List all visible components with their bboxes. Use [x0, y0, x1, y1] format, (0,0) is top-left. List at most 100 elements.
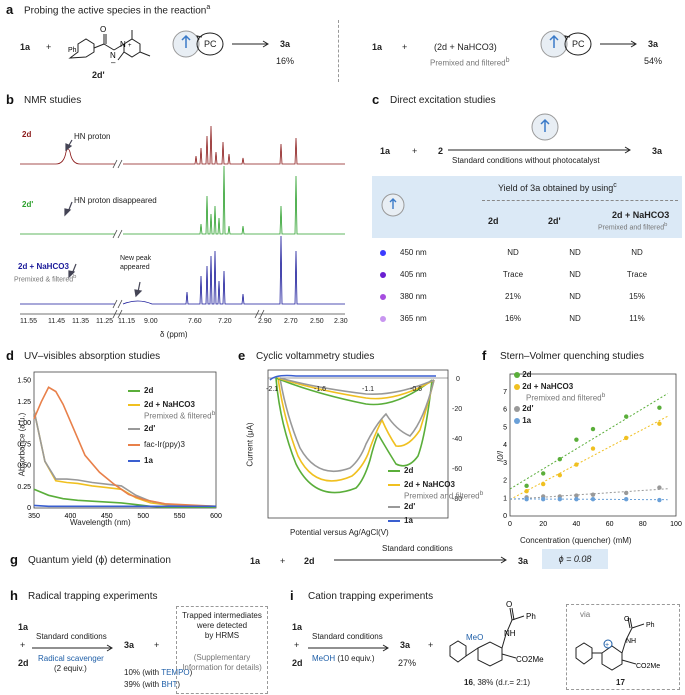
plus-sign-right: +	[402, 42, 408, 52]
panel-c-title: Direct excitation studies	[390, 95, 496, 106]
svg-text:Ph: Ph	[68, 47, 77, 54]
c-reagent-1a: 1a	[380, 146, 391, 156]
y-tick-label: 4	[503, 442, 507, 449]
data-point	[657, 405, 662, 410]
table-cell-yield: ND	[631, 248, 643, 257]
y-tick-label: 0	[503, 513, 507, 520]
data-point	[624, 435, 629, 441]
panel-h-label: h	[10, 588, 18, 603]
panel-b-label: b	[6, 92, 14, 107]
c-product: 3a	[652, 146, 663, 156]
h-yield1: 10% (with TEMPO)	[124, 668, 193, 677]
plus-sign: +	[46, 42, 52, 52]
i-plus: +	[294, 640, 300, 650]
sv-legend-2d-nahco3: 2d + NaHCO3	[514, 382, 573, 391]
panel-e-label: e	[238, 348, 246, 363]
x-tick-label: 450	[101, 513, 113, 520]
panel-i-title: Cation trapping experiments	[308, 591, 434, 602]
series-line-2d	[33, 488, 216, 508]
data-point	[541, 496, 546, 502]
chart-f-xlabel: Concentration (quencher) (mM)	[520, 536, 632, 545]
photoreactor-icon	[172, 30, 224, 58]
cv-trace-2d	[275, 377, 433, 494]
table-cell-wavelength: 405 nm	[400, 270, 427, 279]
arrow	[600, 40, 637, 48]
arrow	[232, 40, 269, 48]
svg-text:–: –	[111, 58, 116, 67]
data-point	[541, 471, 546, 476]
data-point	[574, 462, 579, 467]
cv-trace-2d-prime	[279, 377, 435, 472]
y-tick-label: 7	[503, 389, 507, 396]
panel-b-title: NMR studies	[24, 95, 82, 106]
cv-trace-1a	[269, 374, 436, 381]
svg-text:NH: NH	[504, 629, 516, 638]
col-2d-nahco3: 2d + NaHCO3	[612, 210, 670, 220]
plot-frame	[509, 373, 677, 517]
chart-e-xlabel: Potential versus Ag/AgCl(V)	[290, 528, 389, 537]
y-tick-label: 0.75	[17, 441, 31, 448]
trace-label-2d-nahco3: 2d + NaHCO3	[18, 262, 69, 271]
chart-d-ylabel: Absorbance (a.u.)	[17, 412, 27, 477]
svg-text:N: N	[120, 40, 126, 49]
panel-a-label: a	[6, 2, 14, 17]
table-cell-yield: ND	[569, 270, 581, 279]
table-cell-wavelength: 450 nm	[400, 248, 427, 257]
y-tick-label: 5	[503, 424, 507, 431]
panel-d-label: d	[6, 348, 14, 363]
table-header: Yield of 3a obtained by usingc	[498, 182, 617, 193]
fit-line	[509, 488, 668, 500]
i-plus2: +	[428, 640, 434, 650]
trace-label-2d-prime: 2d'	[22, 200, 34, 209]
divider	[338, 20, 339, 82]
legend-2d-prime: 2d'	[128, 424, 155, 433]
reagent-1a: 1a	[20, 42, 31, 52]
y-tick-label: 6	[503, 407, 507, 414]
panel-g-title: Quantum yield (ϕ) determination	[28, 555, 171, 566]
svg-text:O: O	[100, 25, 106, 34]
i-cond2: MeOH (10 equiv.)	[312, 654, 375, 663]
y-tick-label: 1.50	[17, 378, 31, 385]
structure-17: + O Ph NH CO2Me	[575, 616, 660, 671]
photoreactor-icon	[540, 30, 592, 58]
c-reagent-2: 2	[438, 146, 444, 156]
arrow	[32, 644, 113, 652]
fit-line	[509, 393, 668, 490]
data-point	[557, 496, 562, 502]
svg-text:O: O	[506, 600, 512, 609]
yield-right: 54%	[644, 56, 663, 66]
fit-line	[509, 498, 668, 501]
data-point	[524, 483, 529, 489]
data-point	[574, 437, 579, 442]
h-yield2: 39% (with BHT)	[124, 680, 181, 689]
data-point	[624, 490, 629, 496]
data-point	[657, 421, 662, 426]
legend-sub: Premixed & filteredb	[144, 410, 216, 421]
data-point	[590, 426, 596, 432]
svg-text:MeO: MeO	[466, 633, 483, 642]
series-line-1a	[33, 504, 216, 508]
series-line-fac-ir-ppy-3	[33, 386, 217, 508]
chart-d-xlabel: Wavelength (nm)	[70, 518, 131, 527]
structure-16: MeO O Ph NH CO2Me	[449, 600, 544, 667]
data-point	[624, 414, 629, 419]
sv-legend-1a: 1a	[514, 416, 531, 425]
wavelength-dot	[380, 294, 386, 300]
svg-text:CO2Me: CO2Me	[516, 655, 544, 664]
compound-16-label: 16, 38% (d.r.= 2:1)	[464, 678, 531, 687]
nmr-x-label: δ (ppm)	[160, 330, 188, 339]
fit-line	[509, 415, 668, 500]
x-tick-label: 500	[137, 513, 149, 520]
table-cell-yield: Trace	[626, 270, 648, 279]
x-tick-label: 350	[28, 513, 40, 520]
data-point	[590, 446, 596, 451]
sv-legend-2d: 2d	[514, 370, 532, 379]
data-point	[524, 496, 529, 502]
y-tick-label: 3	[503, 460, 507, 467]
cv-legend-2d: 2d	[388, 466, 413, 475]
trace-label-2d: 2d	[22, 130, 32, 139]
h-cond3: (2 equiv.)	[54, 664, 87, 673]
i-reagent-2d: 2d	[292, 658, 303, 668]
svg-text:+: +	[605, 642, 609, 649]
data-point	[624, 496, 629, 502]
